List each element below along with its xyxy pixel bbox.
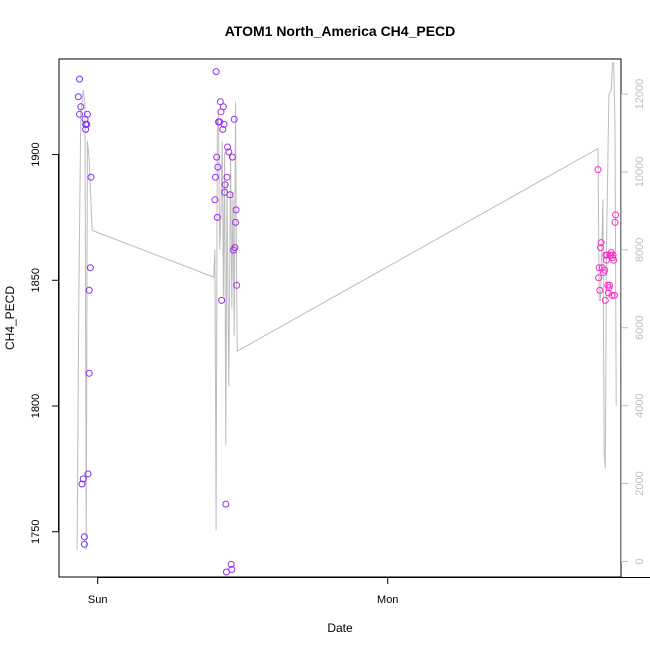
data-point (231, 244, 239, 252)
y-tick-label: 1800 (30, 394, 42, 418)
y2-tick-label: 10000 (634, 157, 646, 188)
data-point (601, 266, 609, 274)
x-tick-label: Sun (88, 594, 108, 606)
y2-tick-label: 8000 (634, 238, 646, 262)
data-point (77, 103, 85, 111)
y2-tick-label: 4000 (634, 393, 646, 417)
data-point (76, 75, 83, 83)
data-point (611, 218, 619, 226)
data-point (87, 173, 95, 181)
data-point (80, 533, 88, 541)
data-point (80, 540, 88, 548)
y-tick-label: 1850 (30, 268, 42, 292)
data-point (223, 173, 231, 181)
data-point (218, 296, 226, 304)
data-point (79, 475, 87, 483)
data-point (597, 239, 605, 247)
data-point (225, 148, 233, 156)
data-point (608, 291, 616, 299)
data-point (211, 196, 219, 204)
data-point (603, 256, 610, 264)
chart-title: ATOM1 North_America CH4_PECD (225, 23, 456, 39)
data-point (228, 566, 236, 573)
data-point (609, 251, 617, 259)
x-tick-label: Mon (377, 594, 398, 606)
data-point (85, 369, 93, 377)
data-point (595, 264, 603, 272)
data-point (76, 110, 83, 118)
data-point (220, 120, 228, 128)
data-point (212, 68, 220, 76)
data-point (230, 115, 238, 123)
x-axis-label: Date (327, 621, 353, 635)
data-point (224, 143, 232, 151)
data-point (597, 244, 604, 252)
data-point (214, 163, 222, 171)
data-point (226, 191, 234, 199)
data-point (83, 120, 91, 128)
data-point (601, 296, 609, 304)
data-point (74, 93, 82, 101)
data-point (233, 281, 241, 289)
y2-tick-label: 2000 (634, 471, 646, 495)
axes-layer: SunMonTue1750180018501900020004000600080… (30, 79, 650, 606)
data-point (606, 281, 613, 289)
data-point (213, 153, 221, 161)
altitude-line (76, 62, 617, 550)
data-point (85, 286, 93, 294)
y2-tick-label: 6000 (634, 315, 646, 339)
plot-frame (58, 58, 622, 578)
altitude-line-layer (76, 62, 617, 550)
data-point (221, 181, 229, 189)
data-point (84, 470, 92, 478)
data-point (216, 98, 224, 106)
data-point (219, 103, 227, 111)
data-point (219, 125, 227, 133)
y2-tick-label: 12000 (634, 79, 646, 110)
y-axis-label: CH4_PECD (3, 286, 17, 350)
data-point (83, 110, 91, 118)
data-point (595, 274, 603, 282)
data-point (612, 211, 620, 219)
data-point (610, 291, 618, 299)
data-point (594, 166, 602, 174)
data-point (596, 286, 604, 294)
y-tick-label: 1900 (30, 142, 42, 166)
y2-tick-label: 0 (634, 558, 646, 564)
data-point (227, 560, 235, 568)
data-point (86, 264, 94, 272)
data-point (222, 500, 230, 508)
data-points-layer (74, 68, 620, 576)
data-point (228, 153, 236, 161)
data-point (78, 480, 86, 488)
data-point (232, 218, 239, 226)
data-point (213, 213, 221, 221)
data-point (212, 173, 219, 181)
data-point (610, 256, 618, 264)
y-tick-label: 1750 (30, 519, 42, 543)
data-point (82, 125, 90, 133)
data-point (232, 206, 240, 214)
